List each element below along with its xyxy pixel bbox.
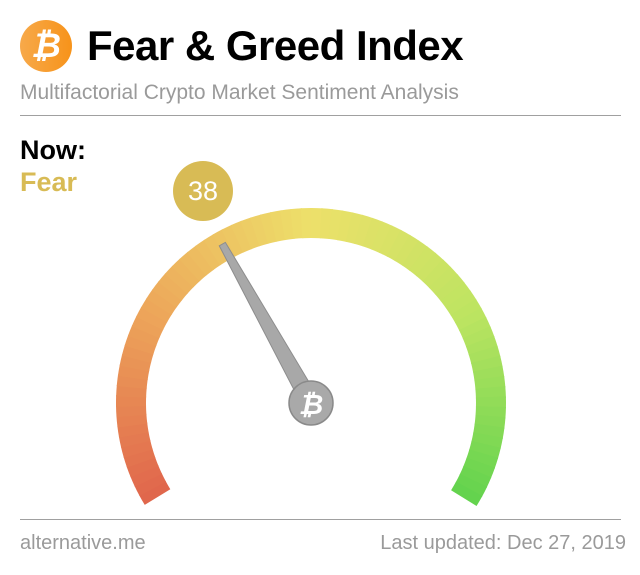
gauge-arc-segment: [469, 440, 501, 460]
gauge-arc-segment: [475, 396, 506, 409]
bitcoin-icon: ₿: [299, 388, 324, 421]
gauge-arc-segment: [179, 251, 207, 282]
gauge-arc-segment: [136, 306, 168, 331]
gauge-arc-segment: [471, 432, 503, 450]
gauge-arc-segment: [466, 449, 499, 469]
gauge-arc-segment: [415, 252, 444, 283]
gauge-arc-segment: [120, 439, 153, 458]
gauge-arc-segment: [455, 473, 488, 498]
gauge-arc-segment: [158, 273, 188, 301]
gauge-arc-segment: [354, 214, 374, 247]
gauge-arc-segment: [259, 212, 278, 244]
gauge-arc-segment: [124, 334, 157, 355]
gauge-arc: [116, 208, 506, 507]
bitcoin-logo-icon: ₿: [20, 20, 72, 72]
gauge-arc-segment: [311, 208, 323, 239]
gauge-arc-segment: [454, 307, 487, 332]
gauge-arc-segment: [221, 224, 245, 257]
last-updated: Last updated: Dec 27, 2019: [380, 532, 626, 554]
page-subtitle: Multifactorial Crypto Market Sentiment A…: [20, 81, 459, 104]
gauge-arc-segment: [362, 217, 383, 250]
gauge-arc-segment: [117, 364, 150, 381]
gauge-arc-segment: [473, 423, 505, 439]
gauge-arc-segment: [474, 375, 506, 390]
gauge-arc-segment: [445, 290, 477, 316]
gauge-arc-segment: [240, 217, 261, 250]
now-label: Now:: [20, 135, 86, 165]
classification-label: Fear: [20, 167, 78, 197]
index-value-badge: 38: [173, 161, 233, 221]
gauge-arc-segment: [475, 386, 506, 399]
gauge-arc-segment: [130, 464, 162, 487]
gauge-arc-segment: [462, 326, 495, 348]
gauge-arc-segment: [451, 481, 483, 507]
gauge-arc-segment: [151, 280, 183, 308]
divider: [20, 519, 621, 520]
gauge-arc-segment: [401, 240, 428, 271]
gauge-arc-segment: [345, 212, 364, 245]
gauge-arc-segment: [119, 354, 152, 372]
divider: [20, 115, 621, 116]
gauge-hub: [288, 380, 334, 426]
gauge-arc-segment: [203, 234, 229, 266]
gauge-arc-segment: [434, 274, 465, 302]
gauge-arc-segment: [459, 465, 492, 488]
gauge-arc-segment: [131, 315, 164, 339]
gauge-arc-segment: [250, 214, 269, 247]
gauge-arc-segment: [475, 406, 506, 419]
source-link[interactable]: alternative.me: [20, 532, 146, 554]
gauge-arc-segment: [300, 208, 313, 239]
gauge-arc-segment: [195, 239, 222, 271]
gauge-arc-segment: [116, 405, 147, 418]
gauge-arc-segment: [186, 245, 214, 276]
gauge-arc-segment: [140, 297, 173, 323]
gauge-arc-segment: [468, 345, 501, 365]
gauge-arc-segment: [116, 413, 148, 428]
gauge-arc-segment: [463, 457, 495, 479]
gauge-arc-segment: [126, 456, 159, 478]
gauge-arc-segment: [428, 266, 459, 295]
gauge-arc-segment: [459, 316, 491, 340]
gauge-arc-segment: [370, 221, 393, 254]
gauge-arc-segment: [230, 220, 253, 253]
gauge-arc-segment: [465, 335, 498, 356]
gauge-arc-segment: [378, 225, 402, 257]
gauge-arc-segment: [394, 234, 420, 266]
gauge-arc-segment: [171, 258, 201, 288]
gauge-arc-segment: [116, 395, 147, 407]
gauge-arc-segment: [280, 208, 295, 241]
gauge-arc-segment: [127, 325, 160, 347]
gauge-arc-segment: [290, 208, 304, 239]
gauge-arc-segment: [123, 448, 156, 468]
page-title: Fear & Greed Index: [87, 22, 464, 69]
gauge-arc-segment: [138, 480, 171, 505]
gauge-arc-segment: [146, 289, 178, 315]
gauge-arc-segment: [440, 281, 471, 309]
gauge-arc-segment: [386, 229, 411, 262]
gauge-arc-segment: [337, 210, 354, 242]
gauge-arc-segment: [164, 265, 194, 294]
gauge-arc-segment: [409, 246, 437, 277]
gauge-arc-segment: [134, 472, 166, 496]
gauge-arc-segment: [121, 344, 154, 363]
gauge-arc-segment: [422, 259, 452, 289]
gauge-arc-segment: [450, 298, 482, 324]
